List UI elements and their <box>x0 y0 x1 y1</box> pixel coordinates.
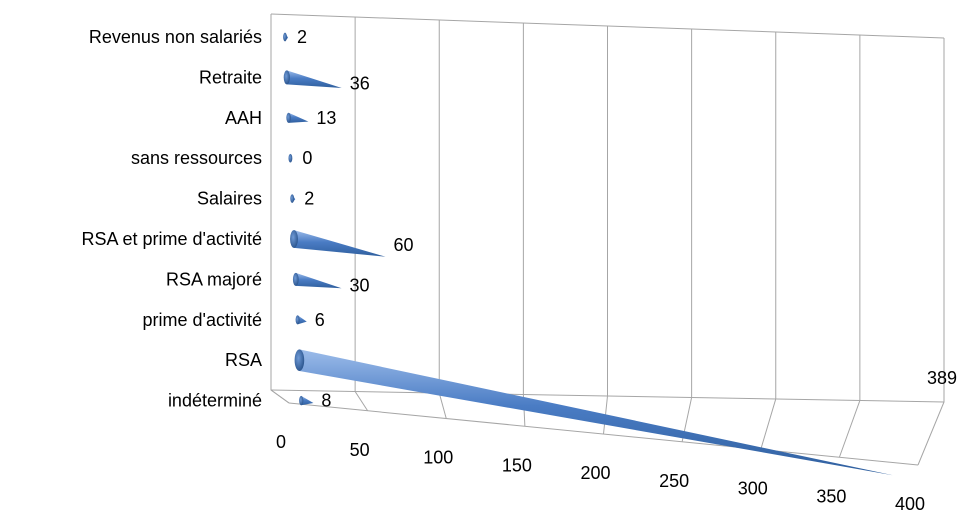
x-tick-label-50: 50 <box>350 440 370 460</box>
cone-bar-salaires <box>290 194 296 203</box>
cone-bar-rsa <box>294 349 893 476</box>
category-label-prime-d-activite: prime d'activité <box>143 310 262 330</box>
category-label-revenus-non-salaries: Revenus non salariés <box>89 27 262 47</box>
floor-front-edge <box>288 402 919 466</box>
x-tick-label-350: 350 <box>816 486 846 506</box>
value-label-rsa-et-prime-d-activite: 60 <box>394 235 414 255</box>
category-label-rsa-majore: RSA majoré <box>166 269 262 289</box>
cone-bar-retraite <box>283 70 342 89</box>
value-label-revenus-non-salaries: 2 <box>297 27 307 47</box>
category-label-sans-ressources: sans ressources <box>131 148 262 168</box>
x-tick-label-200: 200 <box>580 463 610 483</box>
category-label-rsa: RSA <box>225 350 262 370</box>
gridline-200 <box>603 26 608 435</box>
cone-bar-aah <box>286 112 309 123</box>
cone-bar-indetermine <box>299 395 314 406</box>
cone-layer <box>283 32 893 476</box>
grid-layer <box>270 13 945 466</box>
cone-bar-prime-d-activite <box>295 315 307 325</box>
gridline-400 <box>917 38 945 466</box>
value-label-salaires: 2 <box>304 189 314 209</box>
x-tick-label-250: 250 <box>659 471 689 491</box>
gridline-300 <box>760 32 777 450</box>
gridline-100 <box>438 20 447 419</box>
category-label-aah: AAH <box>225 108 262 128</box>
x-tick-label-100: 100 <box>423 448 453 468</box>
x-tick-label-150: 150 <box>502 455 532 475</box>
gridline-150 <box>522 23 526 427</box>
category-label-retraite: Retraite <box>199 67 262 87</box>
value-label-rsa-majore: 30 <box>350 275 370 295</box>
value-label-rsa: 389 <box>927 368 957 388</box>
category-label-rsa-et-prime-d-activite: RSA et prime d'activité <box>81 229 262 249</box>
cone-bar-rsa-majore <box>292 272 342 289</box>
x-tick-label-400: 400 <box>895 494 925 514</box>
value-label-indetermine: 8 <box>321 391 331 411</box>
wall-top-edge <box>270 13 945 39</box>
x-tick-label-0: 0 <box>276 432 286 452</box>
category-label-salaires: Salaires <box>197 189 262 209</box>
value-label-retraite: 36 <box>350 73 370 93</box>
x-tick-label-300: 300 <box>738 479 768 499</box>
value-label-aah: 13 <box>316 108 336 128</box>
cone-bar-revenus-non-salaries <box>283 32 289 42</box>
cone-bar-sans-ressources <box>288 153 293 163</box>
value-label-prime-d-activite: 6 <box>315 310 325 330</box>
floor-back-edge <box>270 389 945 403</box>
gridline-250 <box>681 29 693 442</box>
cone-bar-rsa-et-prime-d-activite <box>290 230 386 257</box>
gridline-350 <box>838 35 861 458</box>
value-label-sans-ressources: 0 <box>302 148 312 168</box>
floor-side-edge <box>270 389 290 404</box>
category-label-indetermine: indéterminé <box>168 391 262 411</box>
